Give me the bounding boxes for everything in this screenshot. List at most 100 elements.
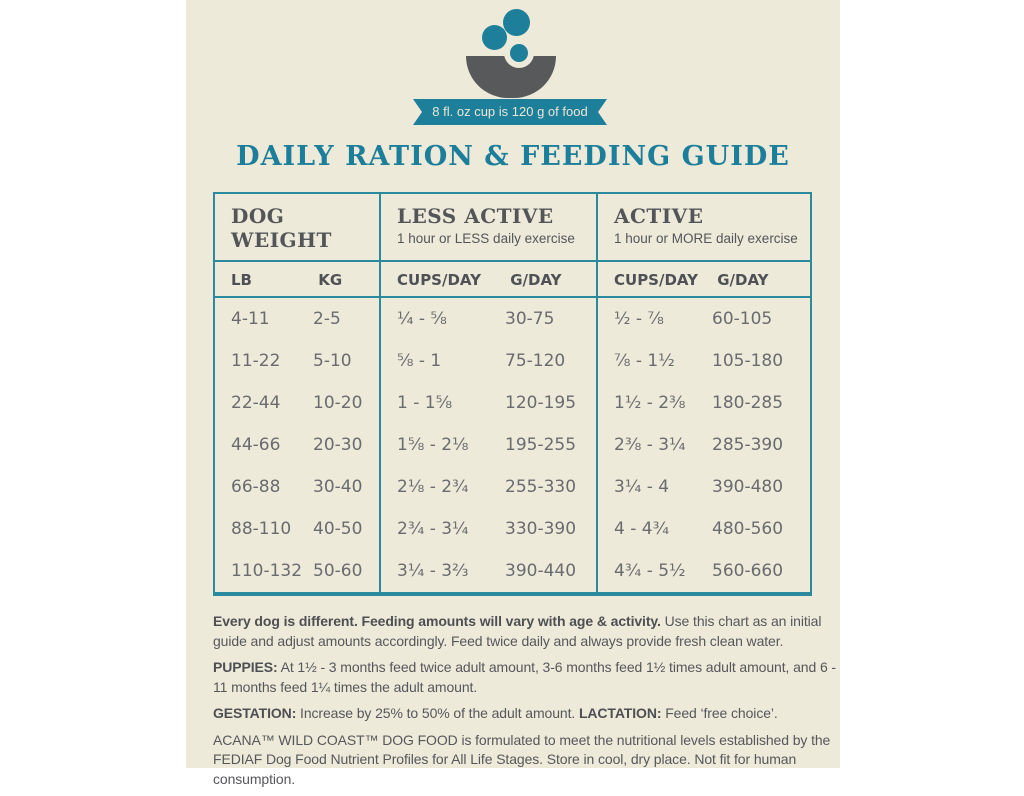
table-row: 4-11 2-5 xyxy=(231,298,379,340)
subheader-dog-weight: LB KG xyxy=(215,262,379,298)
dog-weight-rows: 4-11 2-5 11-22 5-10 22-44 10-20 44-66 20-30 … xyxy=(215,298,379,592)
footnote-general: Every dog is different. Feeding amounts … xyxy=(213,612,841,651)
table-row: 66-88 30-40 xyxy=(231,466,379,508)
cell-lb: 4-11 xyxy=(231,309,270,329)
group-title: DOG WEIGHT xyxy=(231,204,332,252)
table-row: 1 - 1⅝ 120-195 xyxy=(397,382,596,424)
cell-lb: 66-88 xyxy=(231,477,281,497)
table-row: 3¼ - 4 390-480 xyxy=(614,466,810,508)
cell-less-cups: ¼ - ⅝ xyxy=(397,309,447,329)
footnote-text: ACANA™ WILD COAST™ DOG FOOD is formulate… xyxy=(213,731,831,787)
subheader-active: CUPS/DAY G/DAY xyxy=(598,262,810,298)
cell-active-g: 105-180 xyxy=(712,351,784,371)
cell-active-g: 390-480 xyxy=(712,477,784,497)
cell-lb: 44-66 xyxy=(231,435,281,455)
footnote-bold-lead: Every dog is different. Feeding amounts … xyxy=(213,613,661,629)
cell-kg: 20-30 xyxy=(313,435,363,455)
table-row: 4 - 4¾ 480-560 xyxy=(614,508,810,550)
group-subtitle: 1 hour or MORE daily exercise xyxy=(614,231,798,246)
cell-active-g: 285-390 xyxy=(712,435,784,455)
table-row: 44-66 20-30 xyxy=(231,424,379,466)
cell-lb: 88-110 xyxy=(231,519,292,539)
cell-less-cups: 1⅝ - 2⅛ xyxy=(397,435,469,455)
cell-lb: 22-44 xyxy=(231,393,281,413)
cell-active-cups: 4¾ - 5½ xyxy=(614,561,686,581)
cell-less-g: 330-390 xyxy=(505,519,577,539)
table-row: 2¾ - 3¼ 330-390 xyxy=(397,508,596,550)
table-row: 1½ - 2⅜ 180-285 xyxy=(614,382,810,424)
cup-measure-text: 8 fl. oz cup is 120 g of food xyxy=(432,104,588,119)
cell-active-cups: 4 - 4¾ xyxy=(614,519,670,539)
feeding-table: DOG WEIGHT LB KG 4-11 2-5 11-22 5-10 22-44… xyxy=(213,192,812,596)
kibble-dot-icon xyxy=(503,9,530,36)
cell-lb: 11-22 xyxy=(231,351,281,371)
footnote-text: Feed ‘free choice’. xyxy=(661,705,778,721)
column-group-dog-weight: DOG WEIGHT LB KG 4-11 2-5 11-22 5-10 22-44… xyxy=(215,194,379,592)
footnote-text: At 1½ - 3 months feed twice adult amount… xyxy=(213,659,836,695)
active-rows: ½ - ⅞ 60-105 ⅞ - 1½ 105-180 1½ - 2⅜ 180-285… xyxy=(598,298,810,592)
table-row: 2⅛ - 2¾ 255-330 xyxy=(397,466,596,508)
cell-kg: 2-5 xyxy=(313,309,341,329)
table-row: ⅝ - 1 75-120 xyxy=(397,340,596,382)
cell-less-g: 390-440 xyxy=(505,561,577,581)
feeding-guide-panel: 8 fl. oz cup is 120 g of food DAILY RATI… xyxy=(186,0,840,787)
column-label-cups-day: CUPS/DAY xyxy=(614,271,698,289)
footnotes: Every dog is different. Feeding amounts … xyxy=(213,612,841,796)
kibble-dot-icon xyxy=(482,25,507,50)
cell-less-g: 30-75 xyxy=(505,309,555,329)
less-active-rows: ¼ - ⅝ 30-75 ⅝ - 1 75-120 1 - 1⅝ 120-195 1⅝ … xyxy=(381,298,596,592)
cell-less-cups: ⅝ - 1 xyxy=(397,351,442,371)
group-header-less-active: LESS ACTIVE 1 hour or LESS daily exercis… xyxy=(381,194,596,262)
page-title: DAILY RATION & FEEDING GUIDE xyxy=(236,141,790,172)
cell-kg: 30-40 xyxy=(313,477,363,497)
cell-active-cups: 1½ - 2⅜ xyxy=(614,393,686,413)
table-row: 1⅝ - 2⅛ 195-255 xyxy=(397,424,596,466)
cell-active-g: 180-285 xyxy=(712,393,784,413)
cell-active-cups: 3¼ - 4 xyxy=(614,477,670,497)
cell-less-g: 75-120 xyxy=(505,351,566,371)
cell-lb: 110-132 xyxy=(231,561,303,581)
column-label-kg: KG xyxy=(318,271,343,289)
table-row: 4¾ - 5½ 560-660 xyxy=(614,550,810,592)
footnote-text: Use this chart as an initial guide and a… xyxy=(213,613,822,649)
footnote-bold-lead: LACTATION: xyxy=(578,705,662,721)
cell-less-cups: 1 - 1⅝ xyxy=(397,393,453,413)
table-row: ⅞ - 1½ 105-180 xyxy=(614,340,810,382)
cell-less-cups: 2⅛ - 2¾ xyxy=(397,477,469,497)
cell-less-g: 120-195 xyxy=(505,393,577,413)
group-title: ACTIVE xyxy=(614,204,704,228)
cell-active-cups: ⅞ - 1½ xyxy=(614,351,675,371)
dog-bowl-icon xyxy=(186,0,840,100)
column-label-lb: LB xyxy=(231,271,252,289)
table-row: 2⅜ - 3¼ 285-390 xyxy=(614,424,810,466)
group-title: LESS ACTIVE xyxy=(397,204,554,228)
table-row: 11-22 5-10 xyxy=(231,340,379,382)
column-label-g-day: G/DAY xyxy=(510,271,562,289)
table-row: 22-44 10-20 xyxy=(231,382,379,424)
cell-active-cups: ½ - ⅞ xyxy=(614,309,664,329)
cell-active-g: 560-660 xyxy=(712,561,784,581)
footnote-text: Increase by 25% to 50% of the adult amou… xyxy=(296,705,579,721)
cell-kg: 40-50 xyxy=(313,519,363,539)
cell-less-cups: 3¼ - 3⅔ xyxy=(397,561,469,581)
table-row: 110-132 50-60 xyxy=(231,550,379,592)
table-row: 88-110 40-50 xyxy=(231,508,379,550)
footnote-formulation: ACANA™ WILD COAST™ DOG FOOD is formulate… xyxy=(213,731,841,790)
column-label-cups-day: CUPS/DAY xyxy=(397,271,481,289)
table-row: ½ - ⅞ 60-105 xyxy=(614,298,810,340)
cell-active-g: 60-105 xyxy=(712,309,773,329)
group-subtitle: 1 hour or LESS daily exercise xyxy=(397,231,575,246)
column-group-active: ACTIVE 1 hour or MORE daily exercise CUP… xyxy=(596,194,810,592)
cell-active-g: 480-560 xyxy=(712,519,784,539)
footnote-bold-lead: PUPPIES: xyxy=(213,659,278,675)
table-row: ¼ - ⅝ 30-75 xyxy=(397,298,596,340)
cell-less-g: 255-330 xyxy=(505,477,577,497)
table-row: 3¼ - 3⅔ 390-440 xyxy=(397,550,596,592)
cell-kg: 5-10 xyxy=(313,351,352,371)
cell-less-g: 195-255 xyxy=(505,435,577,455)
footnote-bold-lead: GESTATION: xyxy=(213,705,297,721)
group-header-active: ACTIVE 1 hour or MORE daily exercise xyxy=(598,194,810,262)
cell-less-cups: 2¾ - 3¼ xyxy=(397,519,469,539)
footnote-gestation-lactation: GESTATION: Increase by 25% to 50% of the… xyxy=(213,704,841,724)
column-label-g-day: G/DAY xyxy=(717,271,769,289)
